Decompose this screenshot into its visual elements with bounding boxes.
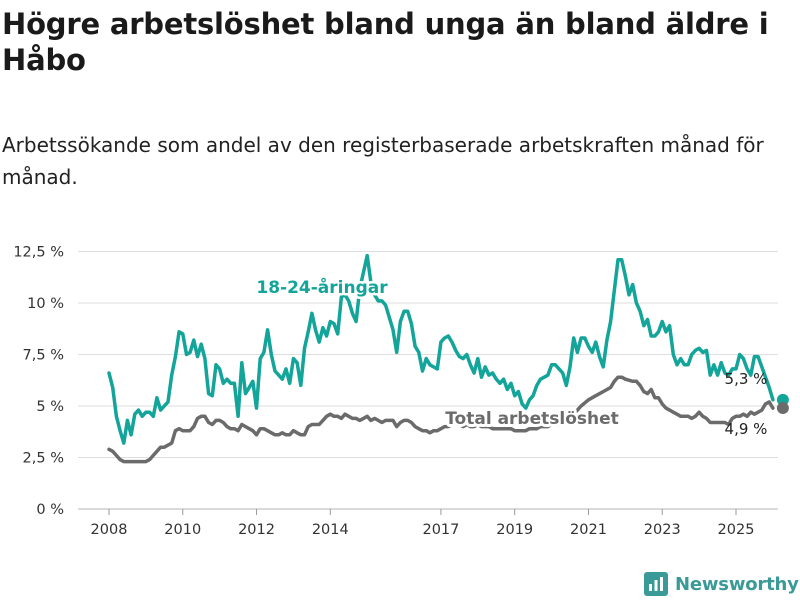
x-tick-label: 2010 xyxy=(164,522,201,538)
y-tick-label: 12,5 % xyxy=(13,245,64,261)
chart-title: Högre arbetslöshet bland unga än bland ä… xyxy=(2,7,769,77)
x-tick-label: 2019 xyxy=(496,522,533,538)
x-tick-label: 2012 xyxy=(238,522,275,538)
series-line-total xyxy=(107,375,775,464)
y-tick-label: 7,5 % xyxy=(23,348,64,364)
bar-chart-icon xyxy=(644,572,668,596)
brand-name: Newsworthy xyxy=(675,573,799,595)
x-tick-label: 2021 xyxy=(570,522,607,538)
series-label-total: Total arbetslöshet xyxy=(445,409,619,429)
x-tick-label: 2008 xyxy=(91,522,128,538)
series-line-youth xyxy=(107,253,775,445)
end-point-total xyxy=(776,402,789,415)
chart-subtitle: Arbetssökande som andel av den registerb… xyxy=(2,133,764,189)
y-tick-label: 2,5 % xyxy=(23,451,64,467)
gridlines xyxy=(78,251,778,510)
series-lines xyxy=(107,253,775,464)
end-point-youth xyxy=(776,393,789,406)
line-chart: 0 %2,5 %5 %7,5 %10 %12,5 % 2008 2010 2012 2… xyxy=(13,245,789,538)
end-value-youth: 5,3 % xyxy=(725,370,768,388)
y-tick-label: 5 % xyxy=(36,399,64,415)
x-tick-label: 2014 xyxy=(312,522,349,538)
newsworthy-logo: Newsworthy xyxy=(644,569,799,599)
end-value-total: 4,9 % xyxy=(725,420,768,438)
x-tick-label: 2023 xyxy=(644,522,681,538)
y-axis-labels: 0 % 2,5 % 5 % 7,5 % 10 % 12,5 % xyxy=(13,245,64,519)
y-tick-label: 10 % xyxy=(27,296,64,312)
series-labels: 5,3 % 4,9 % 18-24-åringar Total arbetslöshe… xyxy=(254,274,789,438)
series-label-youth: 18-24-åringar xyxy=(256,276,388,298)
x-axis: 2008 2010 2012 2014 2017 2019 2021 2023 2025 xyxy=(91,509,755,538)
y-tick-label: 0 % xyxy=(36,502,64,518)
x-tick-label: 2017 xyxy=(422,522,459,538)
x-tick-label: 2025 xyxy=(718,522,755,538)
